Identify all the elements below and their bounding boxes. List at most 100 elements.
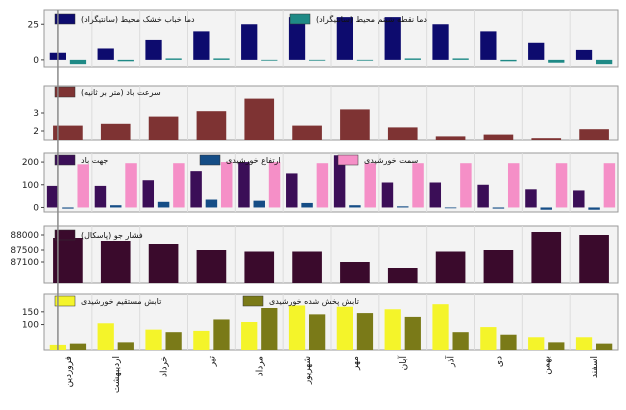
legend-label: تابش مستقیم خورشیدی [81, 297, 161, 306]
x-tick-label: خرداد [160, 356, 170, 377]
bar-4-1-7 [340, 262, 370, 283]
x-tick-label: آذر [445, 356, 457, 368]
y-tick-label: 3 [33, 109, 39, 119]
bar-1-1-3 [145, 39, 162, 60]
bar-1-1-5 [241, 24, 258, 60]
legend-swatch [54, 154, 76, 166]
legend-label: سرعت باد (متر بر ثانیه) [81, 88, 161, 97]
y-tick-label: 2 [33, 127, 39, 137]
legend-item: دما خباب خشک محیط (سانتیگراد) [54, 13, 195, 25]
bar-3-1-10 [477, 184, 489, 208]
bar-4-1-3 [148, 244, 179, 283]
y-tick-label: 200 [22, 158, 39, 168]
bar-5-2-3 [165, 332, 182, 350]
y-tick-label: 88000 [10, 231, 39, 241]
bar-4-1-6 [292, 251, 322, 283]
bar-1-2-1 [69, 59, 87, 65]
bar-3-2-4 [205, 199, 218, 208]
legend-swatch [199, 154, 221, 166]
bar-1-2-6 [308, 59, 326, 61]
legend-item: سرعت باد (متر بر ثانیه) [54, 86, 161, 98]
bar-5-2-1 [69, 343, 87, 350]
y-tick-label: 25 [28, 20, 39, 30]
bar-3-1-7 [333, 155, 346, 208]
bar-2-1-3 [148, 116, 179, 140]
x-tick-label: تیر [207, 356, 217, 368]
bar-5-1-2 [97, 323, 114, 350]
bar-3-2-7 [349, 205, 361, 208]
bar-3-2-9 [444, 207, 457, 209]
y-tick-label: 100 [22, 321, 39, 331]
legend-item: دما نقطه شبنم محیط (سانتیگراد) [289, 13, 427, 25]
bar-4-1-9 [435, 251, 466, 283]
bar-1-1-7 [336, 17, 354, 60]
bar-4-1-11 [531, 232, 562, 283]
legend-label: جهت باد [81, 156, 108, 165]
legend-label: سمت خورشیدی [364, 156, 419, 165]
bar-3-3-8 [412, 163, 424, 208]
bar-3-3-3 [173, 163, 185, 208]
bar-1-1-6 [288, 17, 306, 60]
bar-1-1-2 [97, 48, 114, 60]
panel-3: 0 100 200 جهت باد ارتفاع خورشیدی سمت خورشیدی [22, 152, 619, 213]
panel-2: 2 3 سرعت باد (متر بر ثانیه) [33, 85, 619, 141]
bar-3-1-2 [94, 185, 107, 208]
bar-3-1-4 [190, 171, 202, 208]
x-tick-label: اسفند [590, 356, 600, 378]
bar-1-1-8 [384, 17, 401, 60]
bar-5-2-12 [595, 343, 613, 350]
bar-3-3-12 [603, 163, 616, 208]
y-tick-label: 100 [22, 181, 39, 191]
y-tick-label: 87100 [10, 258, 39, 268]
x-tick-label: اردیبهشت [112, 356, 122, 393]
bar-2-1-9 [435, 136, 466, 140]
legend-item: تابش پخش شده خورشیدی [242, 295, 359, 307]
bar-3-2-3 [157, 201, 170, 208]
bar-1-2-10 [500, 59, 517, 62]
bar-1-1-12 [575, 49, 593, 60]
bar-2-1-11 [531, 138, 562, 140]
bar-3-2-6 [301, 202, 313, 208]
bar-4-1-10 [483, 250, 514, 283]
bar-5-1-12 [575, 337, 593, 350]
panel-5: 100 150 تابش مستقیم خورشیدی تابش پخش شده خو… [22, 293, 619, 351]
bar-5-1-5 [241, 322, 258, 350]
bar-4-1-5 [244, 251, 275, 283]
legend-item: فشار جو (پاسکال) [54, 229, 143, 241]
bar-3-3-6 [316, 163, 329, 208]
x-tick-label: مرداد [255, 356, 265, 376]
bar-1-2-12 [595, 59, 613, 65]
bar-1-2-7 [356, 59, 374, 61]
legend-label: فشار جو (پاسکال) [81, 231, 143, 240]
bar-5-1-8 [384, 309, 401, 350]
bar-3-1-8 [381, 182, 394, 208]
bar-5-2-5 [261, 308, 278, 350]
bar-2-1-2 [100, 123, 131, 140]
bar-4-1-2 [100, 241, 131, 283]
bar-2-1-5 [244, 98, 275, 140]
legend-swatch [54, 229, 76, 241]
legend-label: ارتفاع خورشیدی [226, 156, 281, 165]
legend-item: تابش مستقیم خورشیدی [54, 295, 161, 307]
x-tick-label: مهر [351, 356, 361, 371]
legend-label: تابش پخش شده خورشیدی [269, 297, 359, 306]
bar-3-3-7 [364, 163, 376, 208]
y-tick-label: 150 [22, 308, 39, 318]
y-tick-label: 0 [33, 203, 39, 213]
x-tick-label: شهریور [303, 356, 313, 385]
bar-2-1-6 [292, 125, 322, 140]
bar-3-3-1 [77, 164, 89, 208]
legend-item: سمت خورشیدی [337, 154, 419, 166]
bar-2-1-8 [387, 127, 418, 140]
bar-3-1-3 [142, 180, 155, 208]
bar-3-3-10 [507, 163, 520, 208]
bar-2-1-12 [579, 129, 609, 140]
bar-5-2-4 [213, 319, 230, 350]
bar-5-1-6 [288, 305, 306, 350]
legend-label: دما خباب خشک محیط (سانتیگراد) [81, 14, 195, 24]
x-tick-label: دی [494, 356, 504, 367]
bar-2-1-4 [196, 111, 227, 140]
bar-1-1-4 [193, 31, 210, 60]
bar-4-1-12 [579, 235, 609, 283]
